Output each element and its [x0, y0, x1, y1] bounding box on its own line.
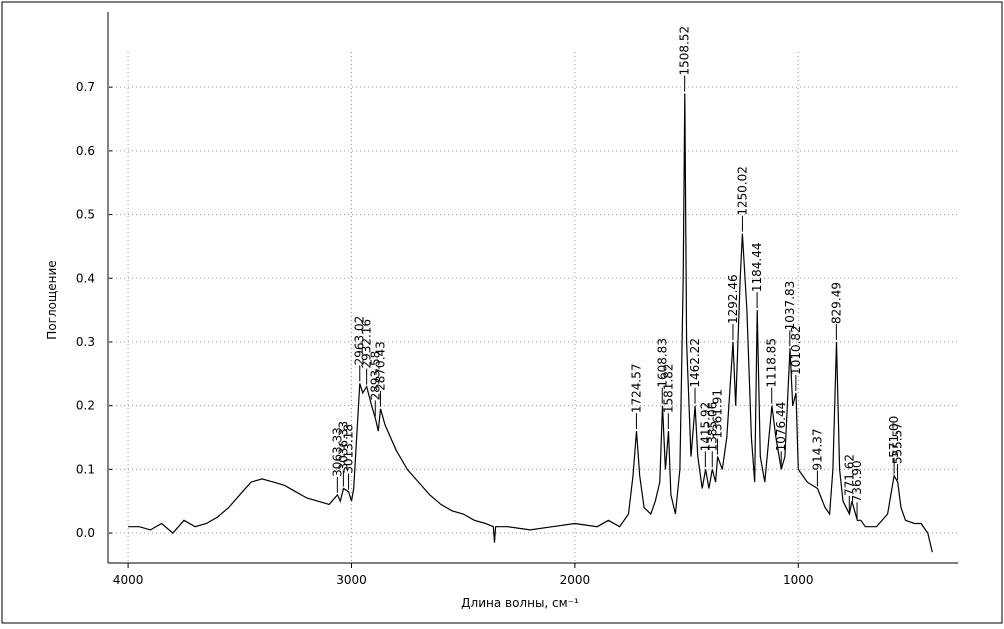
peak-label: 3013.18	[342, 424, 356, 474]
y-axis-label: Поглощение	[45, 260, 59, 339]
peak-label: 1118.85	[765, 338, 779, 388]
peak-label: 1184.44	[750, 242, 764, 292]
y-tick-label: 0.4	[76, 271, 95, 285]
peak-label: 1415.92	[698, 402, 712, 452]
peak-label: 555.57	[891, 422, 905, 464]
x-tick-label: 2000	[560, 573, 591, 587]
peak-label: 3063.33	[330, 427, 344, 477]
peak-label: 1508.52	[678, 26, 692, 76]
peak-label: 914.37	[810, 428, 824, 470]
peak-label: 1250.02	[735, 166, 749, 216]
peak-label: 1037.83	[783, 281, 797, 331]
y-tick-label: 0.5	[76, 208, 95, 222]
y-tick-label: 0.0	[76, 526, 95, 540]
peak-label: 1361.91	[710, 389, 724, 439]
x-tick-label: 3000	[336, 573, 367, 587]
y-tick-label: 0.1	[76, 462, 95, 476]
spectrum-line	[128, 93, 933, 553]
peak-label: 2963.02	[353, 316, 367, 366]
peak-label: 571.00	[887, 416, 901, 458]
peak-label: 1724.57	[629, 364, 643, 414]
y-tick-label: 0.6	[76, 144, 95, 158]
peak-label: 1292.46	[726, 274, 740, 324]
peak-label: 829.49	[829, 282, 843, 324]
x-tick-label: 1000	[783, 573, 814, 587]
y-tick-label: 0.2	[76, 399, 95, 413]
peak-label: 2932.16	[360, 319, 374, 369]
peak-label: 771.62	[842, 454, 856, 496]
peak-label: 3036.33	[336, 421, 350, 471]
x-axis-label: Длина волны, см⁻¹	[461, 596, 579, 610]
peak-label: 1010.82	[789, 325, 803, 375]
peak-label: 2893.58	[368, 351, 382, 401]
x-tick-label: 4000	[113, 573, 144, 587]
y-tick-label: 0.7	[76, 80, 95, 94]
y-tick-label: 0.3	[76, 335, 95, 349]
peak-label: 1581.82	[661, 364, 675, 414]
peak-label: 736.90	[850, 460, 864, 502]
peak-label: 1385.06	[705, 402, 719, 452]
peak-label: 1462.22	[688, 338, 702, 388]
peak-label: 2870.43	[373, 341, 387, 391]
peak-label: 1608.83	[655, 338, 669, 388]
peak-label: 1076.44	[774, 402, 788, 452]
